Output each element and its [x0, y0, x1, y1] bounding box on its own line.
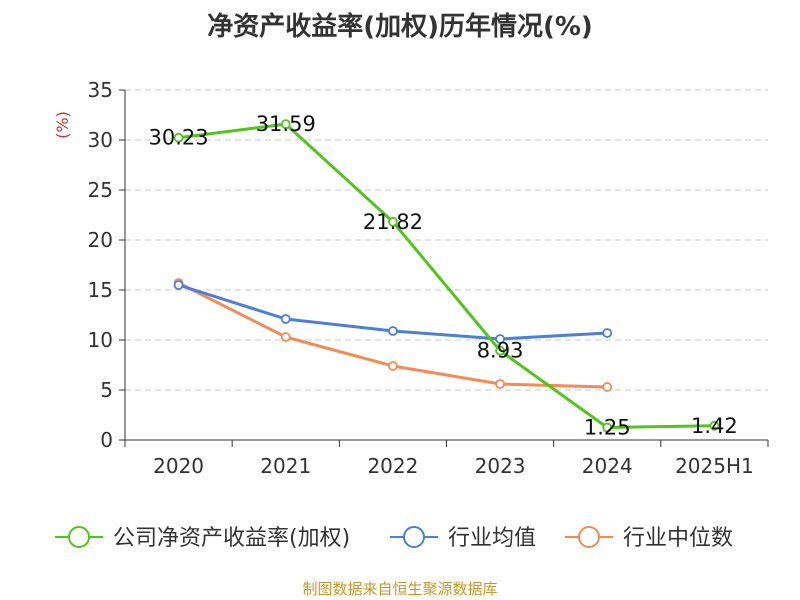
- data-point: [173, 132, 184, 143]
- data-label: 21.82: [363, 210, 423, 234]
- data-point: [602, 382, 613, 392]
- y-tick-label: 5: [100, 378, 113, 402]
- legend-label: 行业均值: [448, 526, 536, 551]
- y-tick-label: 35: [88, 78, 113, 102]
- legend-item[interactable]: 行业中位数: [565, 526, 733, 551]
- data-point: [280, 332, 291, 342]
- y-tick-label: 25: [88, 178, 113, 202]
- data-point: [495, 334, 505, 344]
- data-point: [602, 328, 613, 338]
- data-point: [280, 119, 291, 129]
- axes: 0 5 10 15 20 25 30 35 2020 2021 2022 2023 2024 2025H1: [88, 78, 769, 478]
- data-label: 1.25: [584, 416, 631, 440]
- grid-lines: [125, 89, 768, 391]
- y-tick-label: 30: [88, 128, 113, 152]
- x-tick-label: 2020: [153, 454, 204, 478]
- y-tick-label: 10: [88, 328, 113, 352]
- y-tick-label: 20: [88, 228, 113, 252]
- legend-marker: [403, 526, 425, 548]
- legend-marker: [68, 526, 90, 548]
- y-tick-label: 15: [88, 278, 113, 302]
- x-tick-label: 2024: [582, 454, 633, 478]
- data-point: [280, 314, 291, 324]
- y-axis-unit-label: (%): [53, 111, 72, 139]
- data-point: [495, 345, 505, 356]
- data-point: [388, 216, 398, 227]
- source-note: 制图数据来自恒生聚源数据库: [302, 580, 498, 598]
- data-point: [495, 379, 505, 389]
- x-tick-label: 2025H1: [675, 454, 754, 478]
- series-line: [178, 122, 715, 429]
- data-point: [388, 361, 398, 371]
- legend-item[interactable]: 行业均值: [390, 526, 536, 551]
- chart-title: 净资产收益率(加权)历年情况(%): [207, 12, 593, 42]
- x-tick-label: 2023: [475, 454, 526, 478]
- legend-item[interactable]: 公司净资产收益率(加权): [55, 526, 350, 551]
- legend-marker: [578, 526, 600, 548]
- data-point: [388, 326, 398, 336]
- data-label: 8.93: [477, 339, 524, 363]
- legend-label: 行业中位数: [623, 526, 733, 551]
- series-lines: [173, 119, 720, 433]
- data-label: 30.23: [149, 126, 209, 150]
- x-tick-label: 2022: [367, 454, 418, 478]
- data-point: [602, 422, 613, 433]
- data-label: 31.59: [256, 112, 316, 136]
- x-tick-label: 2021: [260, 454, 311, 478]
- data-point: [173, 280, 184, 290]
- y-tick-label: 0: [100, 428, 113, 452]
- data-point: [709, 420, 720, 431]
- legend-label: 公司净资产收益率(加权): [113, 526, 350, 551]
- legend[interactable]: 公司净资产收益率(加权) 行业均值 行业中位数: [55, 526, 733, 551]
- data-labels: 30.23 31.59 21.82 8.93 1.25 1.42: [149, 112, 738, 439]
- data-label: 1.42: [691, 414, 738, 438]
